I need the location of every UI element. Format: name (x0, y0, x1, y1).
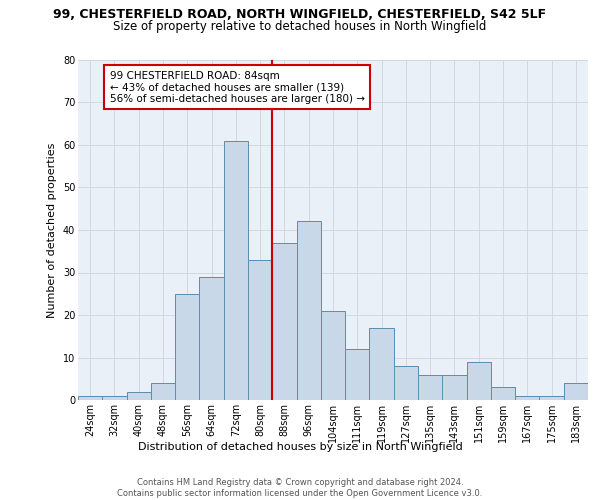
Y-axis label: Number of detached properties: Number of detached properties (47, 142, 57, 318)
Bar (175, 294, 199, 400)
Text: 99 CHESTERFIELD ROAD: 84sqm
← 43% of detached houses are smaller (139)
56% of se: 99 CHESTERFIELD ROAD: 84sqm ← 43% of det… (110, 70, 365, 104)
Bar (151, 383, 175, 400)
Bar (539, 396, 564, 400)
Bar (248, 260, 272, 400)
Text: Distribution of detached houses by size in North Wingfield: Distribution of detached houses by size … (137, 442, 463, 452)
Bar (272, 243, 296, 400)
Bar (199, 276, 224, 400)
Bar (224, 140, 248, 400)
Bar (491, 387, 515, 400)
Text: Contains HM Land Registry data © Crown copyright and database right 2024.
Contai: Contains HM Land Registry data © Crown c… (118, 478, 482, 498)
Text: 99, CHESTERFIELD ROAD, NORTH WINGFIELD, CHESTERFIELD, S42 5LF: 99, CHESTERFIELD ROAD, NORTH WINGFIELD, … (53, 8, 547, 20)
Bar (442, 374, 467, 400)
Bar (515, 396, 539, 400)
Bar (296, 222, 321, 400)
Bar (370, 328, 394, 400)
Bar (467, 362, 491, 400)
Bar (102, 396, 127, 400)
Bar (321, 310, 345, 400)
Bar (394, 366, 418, 400)
Bar (564, 383, 588, 400)
Bar (78, 396, 102, 400)
Bar (418, 374, 442, 400)
Bar (345, 349, 370, 400)
Bar (127, 392, 151, 400)
Text: Size of property relative to detached houses in North Wingfield: Size of property relative to detached ho… (113, 20, 487, 33)
